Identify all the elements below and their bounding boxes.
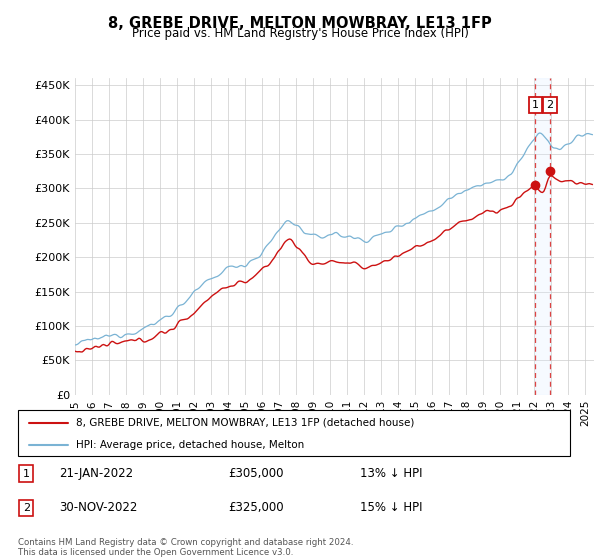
Text: 15% ↓ HPI: 15% ↓ HPI (360, 501, 423, 515)
FancyBboxPatch shape (18, 410, 570, 456)
Text: 30-NOV-2022: 30-NOV-2022 (59, 501, 138, 515)
Text: Contains HM Land Registry data © Crown copyright and database right 2024.
This d: Contains HM Land Registry data © Crown c… (18, 538, 353, 557)
Text: Price paid vs. HM Land Registry's House Price Index (HPI): Price paid vs. HM Land Registry's House … (131, 27, 469, 40)
Text: 1: 1 (23, 469, 30, 479)
Bar (535, 78, 550, 395)
Text: 1: 1 (532, 100, 539, 110)
Text: 2: 2 (23, 503, 30, 513)
Text: 8, GREBE DRIVE, MELTON MOWBRAY, LE13 1FP: 8, GREBE DRIVE, MELTON MOWBRAY, LE13 1FP (108, 16, 492, 31)
Text: £325,000: £325,000 (228, 501, 283, 515)
Text: HPI: Average price, detached house, Melton: HPI: Average price, detached house, Melt… (76, 440, 304, 450)
Text: 21-JAN-2022: 21-JAN-2022 (59, 467, 134, 480)
Text: 2: 2 (547, 100, 554, 110)
Text: 13% ↓ HPI: 13% ↓ HPI (360, 467, 423, 480)
Text: £305,000: £305,000 (228, 467, 283, 480)
Text: 8, GREBE DRIVE, MELTON MOWBRAY, LE13 1FP (detached house): 8, GREBE DRIVE, MELTON MOWBRAY, LE13 1FP… (76, 418, 415, 428)
